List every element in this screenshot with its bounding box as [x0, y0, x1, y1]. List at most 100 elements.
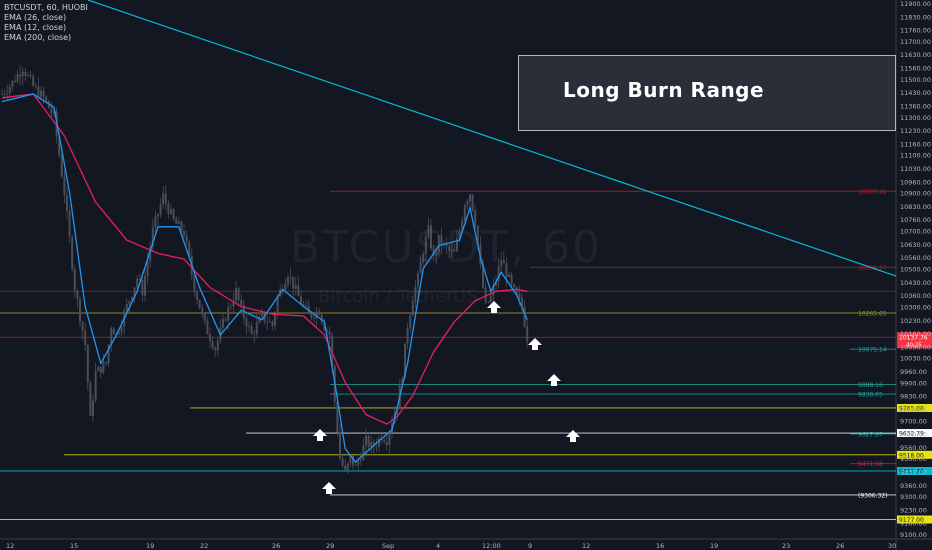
- level-label: 10907.49: [858, 189, 887, 196]
- level-price-label: 9518.00: [899, 452, 924, 459]
- candle-body: [60, 155, 63, 177]
- legend-ema-12[interactable]: EMA (12, close): [4, 23, 67, 32]
- level-price-label: 9765.00: [899, 405, 924, 412]
- ema-200-line: [1, 93, 528, 425]
- candle-body: [370, 442, 373, 448]
- candle-body: [276, 296, 279, 314]
- candle-body: [474, 210, 477, 226]
- y-tick-label: 10900.00: [900, 190, 931, 198]
- candle-body: [484, 287, 487, 302]
- level-price-label: 9432.70: [899, 468, 924, 475]
- y-tick-label: 10760.00: [900, 216, 931, 224]
- y-tick-label: 9160.00: [900, 520, 927, 528]
- candle-body: [175, 219, 178, 224]
- up-arrow-icon: [547, 374, 561, 386]
- candle-body: [125, 304, 128, 311]
- candle-body: [294, 285, 297, 289]
- candle-body: [450, 249, 453, 251]
- legend: BTCUSDT, 60, HUOBI EMA (26, close) EMA (…: [4, 3, 88, 43]
- candle-body: [92, 400, 94, 416]
- candle-body: [84, 330, 87, 345]
- y-tick-label: 10560.00: [900, 254, 931, 262]
- x-tick-label: 15: [70, 542, 78, 550]
- candle-body: [258, 316, 261, 323]
- legend-ema-200[interactable]: EMA (200, close): [4, 33, 72, 42]
- banner-text: Long Burn Range: [563, 78, 765, 102]
- candle-body: [216, 340, 219, 350]
- candle-body: [318, 311, 321, 315]
- candle-body: [66, 195, 68, 212]
- level-label: 10075.14: [858, 347, 887, 354]
- legend-symbol[interactable]: BTCUSDT, 60, HUOBI: [4, 3, 88, 12]
- candle-body: [102, 361, 105, 373]
- candle-body: [196, 292, 198, 300]
- candle-body: [497, 266, 500, 282]
- watermark-symbol: BTCUSDT, 60: [290, 222, 603, 273]
- candle-body: [154, 216, 157, 228]
- y-tick-label: 11760.00: [900, 27, 931, 35]
- candle-body: [302, 303, 305, 306]
- candle-body: [261, 311, 263, 317]
- candle-body: [404, 343, 406, 379]
- watermark-name: Bitcoin / TetherUS: [318, 286, 478, 307]
- candle-body: [372, 442, 375, 446]
- candle-body: [352, 455, 354, 466]
- candle-body: [203, 313, 206, 321]
- candle-body: [107, 344, 110, 364]
- candle-body: [159, 204, 162, 215]
- candle-body: [1, 94, 3, 95]
- x-tick-label: 4: [436, 542, 440, 550]
- candle-body: [138, 278, 141, 281]
- candle-body: [453, 249, 456, 252]
- x-tick-label: 22: [200, 542, 208, 550]
- candle-body: [157, 214, 159, 217]
- candle-body: [495, 281, 497, 286]
- candle-body: [445, 242, 448, 247]
- candle-body: [292, 276, 295, 289]
- candle-body: [63, 176, 66, 196]
- candle-body: [435, 252, 438, 256]
- candle-body: [73, 269, 76, 291]
- y-tick-label: 10030.00: [900, 355, 931, 363]
- candle-body: [253, 333, 256, 335]
- y-tick-label: 10360.00: [900, 292, 931, 300]
- candle-body: [89, 382, 92, 416]
- up-arrow-icon: [528, 338, 542, 350]
- candle-body: [305, 305, 308, 307]
- candle-body: [437, 234, 440, 253]
- level-label: 9888.16: [858, 382, 883, 389]
- trendline[interactable]: [87, 0, 897, 277]
- descending-trendline: [87, 0, 897, 277]
- y-tick-label: 11230.00: [900, 127, 931, 135]
- candle-body: [8, 86, 11, 94]
- level-price-tag: [897, 450, 932, 459]
- candle-body: [492, 285, 495, 296]
- candle-body: [180, 221, 183, 231]
- y-tick-label: 11700.00: [900, 38, 931, 46]
- up-arrow-icon: [566, 430, 580, 442]
- candle-body: [422, 253, 425, 262]
- time-axis[interactable]: 12 15 19 22 26 29 Sep 4 12:00 9 12 16 19 23 26 30: [6, 542, 896, 550]
- legend-ema-26[interactable]: EMA (26, close): [4, 13, 67, 22]
- candle-body: [289, 276, 292, 278]
- candle-body: [131, 297, 133, 301]
- candle-body: [323, 321, 326, 330]
- candle-body: [341, 458, 344, 466]
- candle-body: [40, 90, 42, 97]
- candle-body: [34, 85, 37, 87]
- y-tick-label: 9760.00: [900, 406, 927, 414]
- candle-body: [19, 74, 22, 77]
- candle-body: [245, 318, 248, 327]
- candle-body: [141, 280, 144, 296]
- candle-body: [424, 237, 427, 254]
- candle-body: [167, 203, 170, 214]
- candle-body: [144, 276, 146, 296]
- price-axis[interactable]: 11900.00 11830.00 11760.00 11700.00 11630.00…: [900, 0, 931, 539]
- candle-body: [339, 432, 341, 459]
- last-price-tag: [897, 332, 932, 349]
- banner-box: Long Burn Range: [518, 55, 896, 131]
- candle-body: [79, 299, 81, 322]
- candle-body: [510, 274, 513, 285]
- y-tick-label: 11430.00: [900, 89, 931, 97]
- level-label: 9838.05: [858, 392, 883, 399]
